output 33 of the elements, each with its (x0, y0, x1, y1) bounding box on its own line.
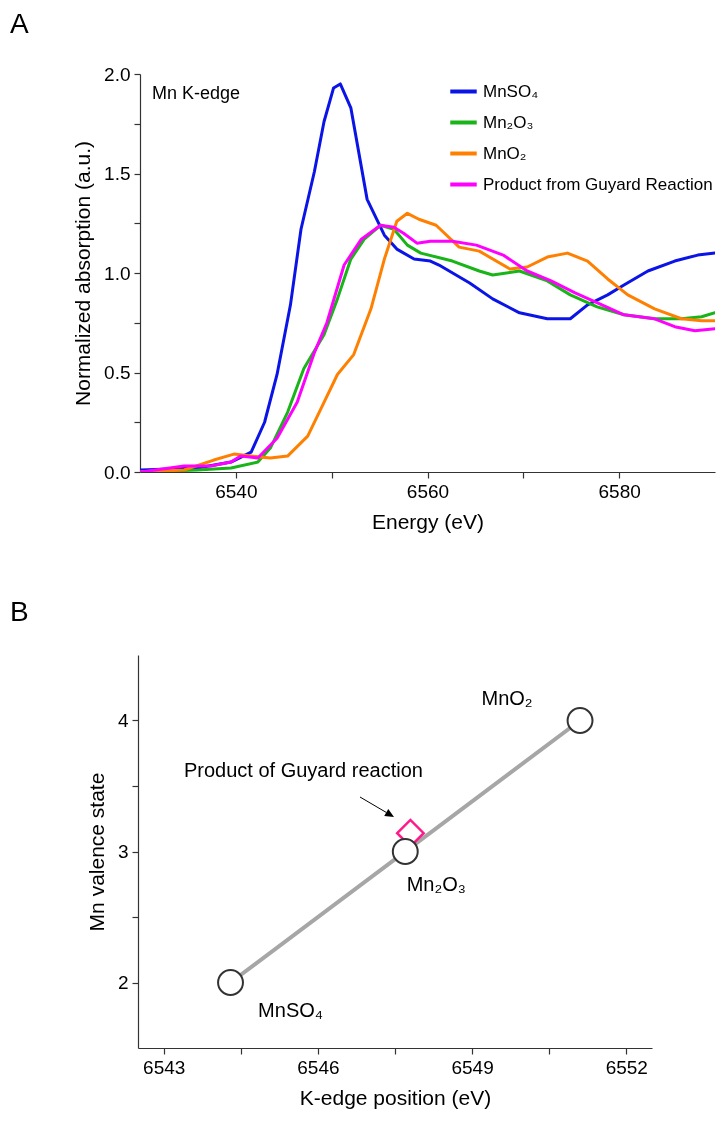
point (391, 838, 419, 865)
chart-title: A (10, 8, 29, 39)
annotation: MnSO₄ (258, 998, 323, 1021)
x-tick-label: 6560 (406, 480, 450, 502)
y-tick-label: 4 (117, 710, 129, 731)
y-tick-label: 0.5 (104, 362, 131, 383)
annotation: MnO₂ (481, 686, 533, 709)
y-tick-label: 1.5 (104, 163, 131, 184)
y-tick-label: 3 (117, 841, 129, 862)
point (217, 969, 244, 996)
y-tick-label: 2.0 (104, 63, 131, 85)
y-tick-label: 1.0 (104, 262, 131, 284)
point (566, 707, 594, 734)
x-tick-label: 6540 (215, 480, 258, 502)
annotation: Product of Guyard reaction (183, 759, 423, 782)
legend-label: MnO₂ (483, 143, 527, 163)
annotation: Mn K-edge (152, 83, 241, 103)
x-axis-title: Energy (eV) (371, 509, 485, 533)
x-tick-label: 6580 (598, 480, 641, 502)
chart-title: B (10, 596, 29, 627)
y-tick-label: 2 (117, 972, 129, 993)
x-tick-label: 6552 (605, 1056, 648, 1078)
x-axis-title: K-edge position (eV) (299, 1085, 492, 1109)
y-tick-label: 0.0 (104, 461, 131, 483)
x-tick-label: 6549 (451, 1056, 494, 1078)
x-tick-label: 6546 (297, 1056, 340, 1078)
legend-label: Mn₂O₃ (483, 112, 534, 132)
y-axis-title: Normalized absorption (a.u.) (71, 141, 95, 406)
legend-label: MnSO₄ (483, 81, 539, 101)
legend-label: Product from Guyard Reaction (483, 174, 713, 194)
y-axis-title: Mn valence state (84, 772, 108, 932)
x-tick-label: 6543 (143, 1056, 186, 1078)
annotation: Mn₂O₃ (406, 872, 466, 895)
